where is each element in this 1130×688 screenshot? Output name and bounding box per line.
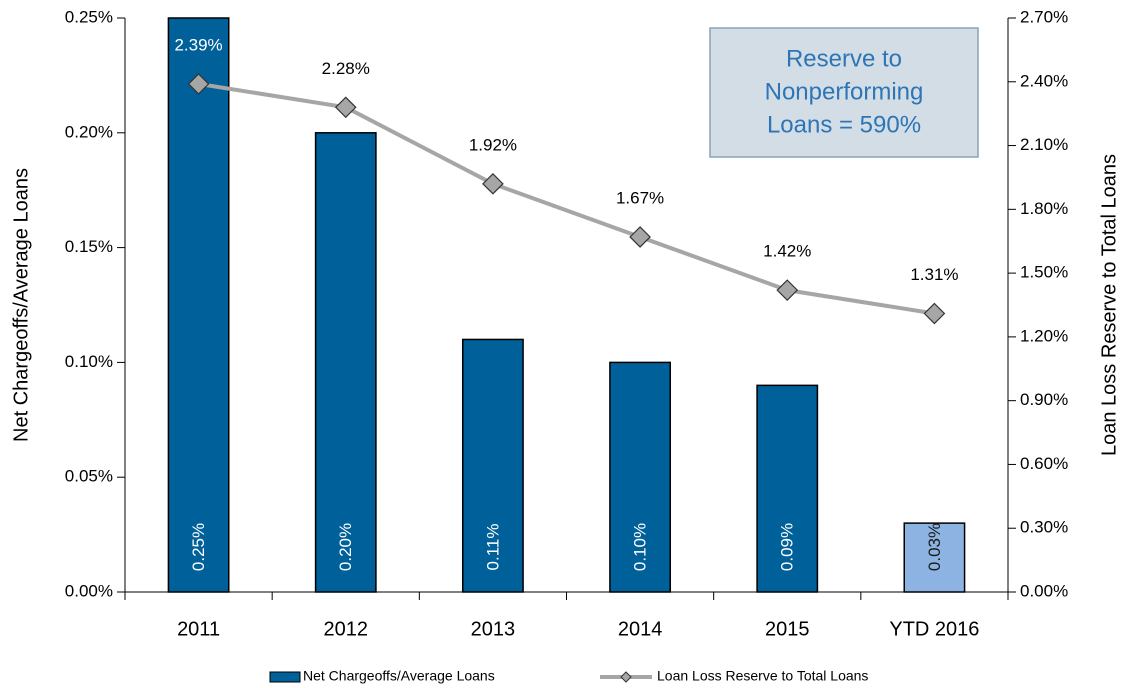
- y2-tick-label: 1.50%: [1020, 263, 1068, 282]
- legend-label: Loan Loss Reserve to Total Loans: [657, 668, 868, 684]
- line-marker: [776, 279, 799, 301]
- annotation-box: [709, 27, 979, 158]
- bar-value-label: 0.03%: [925, 523, 944, 571]
- bar: [461, 338, 524, 593]
- bar: [609, 361, 672, 593]
- line-value-label: 1.92%: [469, 135, 517, 154]
- y2-tick-label: 0.00%: [1020, 581, 1068, 600]
- x-tick-label: YTD 2016: [889, 618, 979, 640]
- legend-label: Net Chargeoffs/Average Loans: [303, 668, 495, 684]
- x-tick-label: 2012: [324, 618, 369, 640]
- annotation-text: Reserve to: [786, 45, 902, 72]
- y-tick-label: 0.20%: [65, 122, 113, 141]
- y2-tick-label: 0.30%: [1020, 518, 1068, 537]
- x-tick-label: 2014: [618, 618, 663, 640]
- bar-value-label: 0.11%: [483, 524, 502, 571]
- y-tick-label: 0.00%: [65, 581, 113, 600]
- y2-tick-label: 1.20%: [1020, 326, 1068, 345]
- line-marker: [187, 73, 210, 95]
- bar: [167, 17, 230, 593]
- annotation-text: Loans = 590%: [767, 111, 921, 138]
- line-marker: [629, 226, 651, 248]
- bar-value-label: 0.20%: [336, 523, 355, 571]
- bar: [903, 522, 966, 593]
- line-value-label: 2.39%: [174, 35, 222, 54]
- line-value-label: 2.28%: [322, 59, 370, 78]
- x-tick-label: 2015: [765, 618, 810, 640]
- line-marker: [334, 96, 357, 119]
- x-tick-label: 2011: [177, 618, 220, 640]
- y-tick-label: 0.15%: [65, 237, 113, 256]
- y2-tick-label: 2.40%: [1020, 71, 1068, 90]
- y-tick-label: 0.05%: [65, 467, 113, 486]
- y-axis-title: Net Chargeoffs/Average Loans: [10, 168, 32, 442]
- line-value-label: 1.42%: [763, 242, 811, 261]
- bar: [756, 384, 819, 593]
- legend-swatch: [269, 671, 301, 683]
- y2-tick-label: 2.10%: [1020, 135, 1068, 154]
- line-value-label: 1.31%: [910, 265, 958, 284]
- y2-axis-title: Loan Loss Reserve to Total Loans: [1098, 154, 1120, 456]
- y2-tick-label: 2.70%: [1020, 7, 1068, 26]
- annotation-text: Nonperforming: [765, 78, 924, 105]
- legend-marker: [620, 671, 632, 683]
- line-value-label: 1.67%: [616, 188, 664, 207]
- x-tick-label: 2013: [471, 618, 516, 640]
- y2-tick-label: 0.60%: [1020, 454, 1068, 473]
- bar-value-label: 0.09%: [778, 523, 797, 571]
- line-marker: [482, 172, 504, 195]
- bar: [314, 132, 377, 593]
- y-tick-label: 0.25%: [65, 7, 113, 26]
- y2-tick-label: 1.80%: [1020, 199, 1068, 218]
- y2-tick-label: 0.90%: [1020, 390, 1068, 409]
- y-tick-label: 0.10%: [65, 352, 113, 371]
- line: [198, 81, 935, 316]
- bar-value-label: 0.25%: [189, 523, 208, 571]
- bar-value-label: 0.10%: [631, 523, 650, 571]
- line-marker: [923, 302, 946, 325]
